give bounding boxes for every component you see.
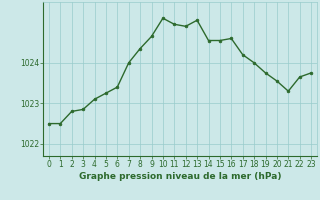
X-axis label: Graphe pression niveau de la mer (hPa): Graphe pression niveau de la mer (hPa) xyxy=(79,172,281,181)
